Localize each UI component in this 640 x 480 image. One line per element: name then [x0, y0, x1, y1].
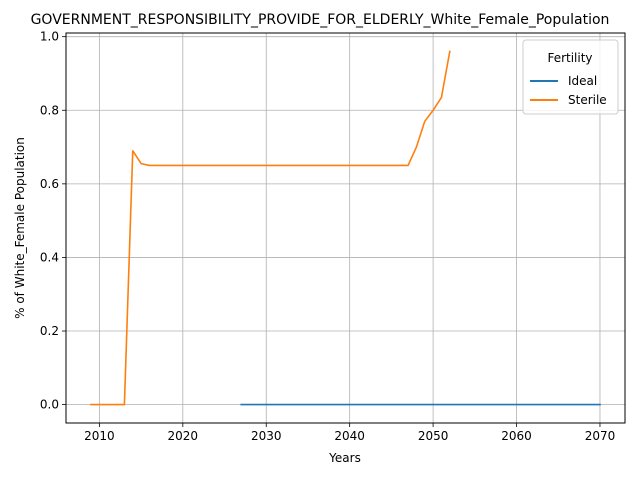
y-tick-label: 0.0: [40, 398, 59, 412]
grid-lines: [66, 33, 625, 423]
x-tick-label: 2040: [334, 429, 365, 443]
y-tick-label: 0.4: [40, 250, 59, 264]
x-tick-label: 2020: [168, 429, 199, 443]
y-tick-label: 0.8: [40, 103, 59, 117]
legend-title: Fertility: [547, 51, 592, 65]
legend-label-sterile: Sterile: [568, 93, 607, 107]
y-tick-label: 0.6: [40, 177, 59, 191]
x-tick-label: 2060: [501, 429, 532, 443]
x-axis-ticks: 2010 2020 2030 2040 2050 2060 2070: [84, 423, 615, 443]
legend: Fertility Ideal Sterile: [522, 39, 619, 115]
y-axis-label: % of White_Female Population: [13, 137, 27, 319]
y-tick-label: 0.2: [40, 324, 59, 338]
chart-title: GOVERNMENT_RESPONSIBILITY_PROVIDE_FOR_EL…: [31, 12, 610, 28]
x-tick-label: 2050: [418, 429, 449, 443]
x-tick-label: 2010: [84, 429, 115, 443]
x-tick-label: 2030: [251, 429, 282, 443]
y-axis-ticks: 0.0 0.2 0.4 0.6 0.8 1.0: [40, 30, 66, 412]
legend-box: [522, 39, 619, 115]
y-tick-label: 1.0: [40, 30, 59, 44]
plot-frame: [65, 32, 626, 424]
x-axis-label: Years: [328, 451, 361, 465]
legend-label-ideal: Ideal: [568, 74, 597, 88]
x-tick-label: 2070: [585, 429, 616, 443]
series-lines: [90, 50, 601, 406]
series-line-sterile: [90, 50, 451, 406]
